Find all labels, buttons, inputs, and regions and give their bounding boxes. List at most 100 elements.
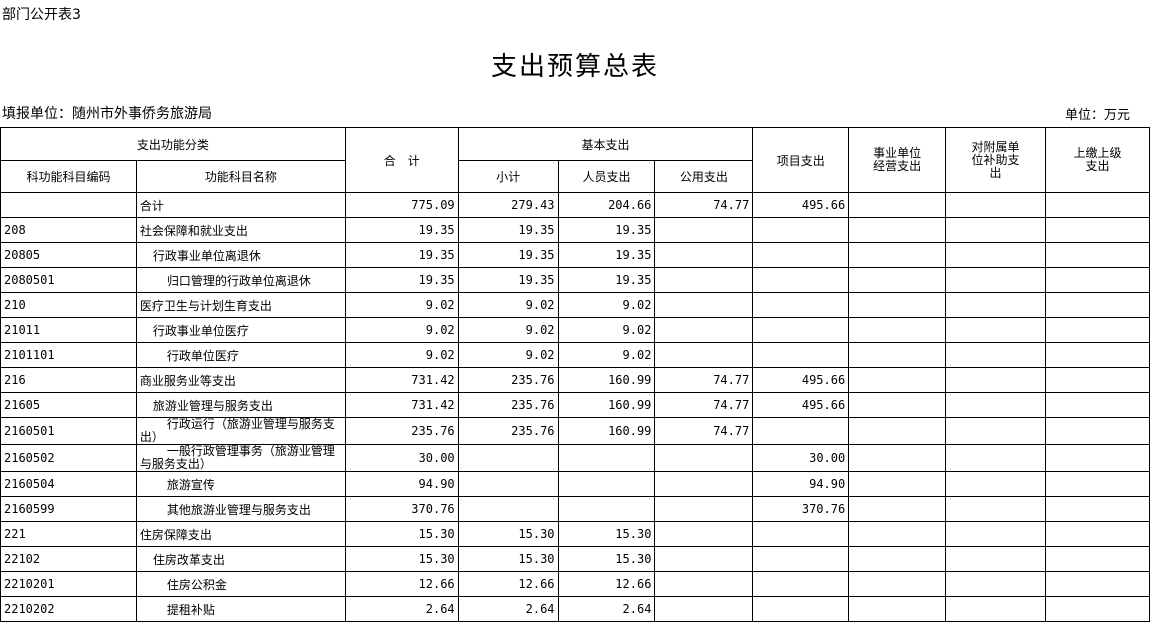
cell-project: 495.66 xyxy=(752,367,850,393)
cell-total: 235.76 xyxy=(344,417,459,445)
header-biz-unit: 事业单位经营支出 xyxy=(848,127,947,193)
cell-name: 住房公积金 xyxy=(135,571,346,597)
cell-project xyxy=(752,546,850,572)
cell-biz-unit xyxy=(848,217,947,243)
cell-code: 208 xyxy=(0,217,137,243)
cell-name: 一般行政管理事务（旅游业管理与服务支出） xyxy=(135,444,346,472)
cell-biz-unit xyxy=(848,292,947,318)
currency-unit: 单位：万元 xyxy=(1064,108,1130,123)
header-project: 项目支出 xyxy=(752,127,850,193)
budget-table: 支出功能分类 合 计 基本支出 项目支出 事业单位经营支出 对附属单位补助支出 … xyxy=(0,127,1150,622)
cell-total: 9.02 xyxy=(344,317,459,343)
cell-code: 2160502 xyxy=(0,444,137,472)
cell-code: 2160501 xyxy=(0,417,137,445)
cell-biz-unit xyxy=(848,444,947,472)
cell-remit xyxy=(1045,546,1150,572)
cell-biz-unit xyxy=(848,267,947,293)
cell-project xyxy=(752,242,850,268)
cell-biz-unit xyxy=(848,392,947,418)
cell-personnel: 9.02 xyxy=(557,292,656,318)
cell-biz-unit xyxy=(848,471,947,497)
cell-personnel: 204.66 xyxy=(557,192,656,218)
cell-subsidy xyxy=(945,521,1046,547)
cell-code: 221 xyxy=(0,521,137,547)
cell-subsidy xyxy=(945,367,1046,393)
table-row: 2080501 归口管理的行政单位离退休 19.35 19.35 19.35 xyxy=(0,267,1150,293)
cell-subtotal: 9.02 xyxy=(457,292,559,318)
cell-public: 74.77 xyxy=(654,192,754,218)
header-remit: 上缴上级支出 xyxy=(1045,127,1150,193)
cell-personnel: 19.35 xyxy=(557,217,656,243)
cell-total: 9.02 xyxy=(344,292,459,318)
cell-biz-unit xyxy=(848,317,947,343)
cell-project: 94.90 xyxy=(752,471,850,497)
cell-personnel: 160.99 xyxy=(557,367,656,393)
table-row: 2160501 行政运行（旅游业管理与服务支出） 235.76 235.76 160.9… xyxy=(0,417,1150,445)
cell-name: 旅游宣传 xyxy=(135,471,346,497)
cell-total: 731.42 xyxy=(344,392,459,418)
cell-remit xyxy=(1045,267,1150,293)
cell-code xyxy=(0,192,137,218)
cell-total: 19.35 xyxy=(344,267,459,293)
cell-remit xyxy=(1045,392,1150,418)
cell-subtotal: 279.43 xyxy=(457,192,559,218)
table-row: 22102 住房改革支出 15.30 15.30 15.30 xyxy=(0,546,1150,572)
cell-remit xyxy=(1045,496,1150,522)
cell-name: 医疗卫生与计划生育支出 xyxy=(135,292,346,318)
table-row: 2160599 其他旅游业管理与服务支出 370.76 370.76 xyxy=(0,496,1150,522)
cell-public xyxy=(654,292,754,318)
cell-biz-unit xyxy=(848,496,947,522)
cell-remit xyxy=(1045,417,1150,445)
cell-project: 495.66 xyxy=(752,192,850,218)
cell-subtotal xyxy=(457,496,559,522)
cell-name: 行政事业单位医疗 xyxy=(135,317,346,343)
reporting-unit: 填报单位：随州市外事侨务旅游局 xyxy=(2,106,212,122)
cell-subsidy xyxy=(945,292,1046,318)
cell-personnel xyxy=(557,471,656,497)
table-row: 2101101 行政单位医疗 9.02 9.02 9.02 xyxy=(0,342,1150,368)
cell-personnel xyxy=(557,496,656,522)
cell-total: 370.76 xyxy=(344,496,459,522)
cell-total: 775.09 xyxy=(344,192,459,218)
table-row: 21605 旅游业管理与服务支出 731.42 235.76 160.99 74.77 49… xyxy=(0,392,1150,418)
cell-public xyxy=(654,242,754,268)
cell-project xyxy=(752,267,850,293)
cell-remit xyxy=(1045,217,1150,243)
cell-total: 731.42 xyxy=(344,367,459,393)
cell-subtotal xyxy=(457,444,559,472)
cell-subtotal: 9.02 xyxy=(457,342,559,368)
cell-public xyxy=(654,496,754,522)
header-basic: 基本支出 xyxy=(457,127,754,161)
cell-remit xyxy=(1045,317,1150,343)
cell-public xyxy=(654,317,754,343)
cell-subtotal: 15.30 xyxy=(457,521,559,547)
cell-subtotal xyxy=(457,471,559,497)
cell-project xyxy=(752,521,850,547)
cell-biz-unit xyxy=(848,367,947,393)
cell-remit xyxy=(1045,471,1150,497)
cell-remit xyxy=(1045,192,1150,218)
cell-subsidy xyxy=(945,546,1046,572)
cell-project: 495.66 xyxy=(752,392,850,418)
cell-total: 19.35 xyxy=(344,217,459,243)
cell-subsidy xyxy=(945,471,1046,497)
cell-code: 21011 xyxy=(0,317,137,343)
cell-remit xyxy=(1045,242,1150,268)
header-subtotal: 小计 xyxy=(457,160,559,193)
cell-subtotal: 19.35 xyxy=(457,267,559,293)
cell-public xyxy=(654,217,754,243)
cell-subtotal: 235.76 xyxy=(457,367,559,393)
cell-name: 行政单位医疗 xyxy=(135,342,346,368)
cell-personnel: 9.02 xyxy=(557,342,656,368)
cell-subtotal: 235.76 xyxy=(457,392,559,418)
table-row: 21011 行政事业单位医疗 9.02 9.02 9.02 xyxy=(0,317,1150,343)
cell-biz-unit xyxy=(848,521,947,547)
page-title: 支出预算总表 xyxy=(490,52,659,82)
header-total: 合 计 xyxy=(344,127,459,193)
cell-code: 2160599 xyxy=(0,496,137,522)
cell-project xyxy=(752,292,850,318)
cell-code: 2101101 xyxy=(0,342,137,368)
cell-biz-unit xyxy=(848,417,947,445)
cell-project xyxy=(752,571,850,597)
cell-public: 74.77 xyxy=(654,367,754,393)
